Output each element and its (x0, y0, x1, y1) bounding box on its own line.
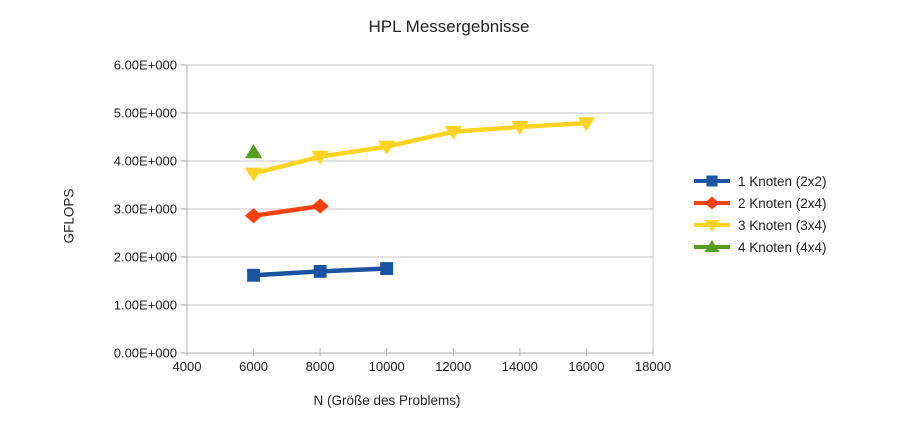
y-tick-label: 6.00E+000 (114, 58, 177, 73)
legend-marker (704, 240, 720, 253)
y-axis-title: GFLOPS (61, 188, 77, 244)
data-point (313, 264, 327, 278)
y-tick-label: 0.00E+000 (114, 346, 177, 361)
legend: 1 Knoten (2x2) 2 Knoten (2x4) 3 Knoten (3x… (693, 172, 827, 256)
legend-marker (704, 219, 720, 232)
x-tick-label: 18000 (635, 359, 671, 374)
data-point (577, 117, 596, 132)
data-point (244, 208, 263, 224)
chart-title: HPL Messergebnisse (368, 17, 530, 36)
legend-item-4: 4 Knoten (4x4) (693, 238, 827, 256)
legend-marker (704, 196, 720, 210)
series-line-2 (253, 203, 321, 218)
data-point (244, 144, 263, 159)
square-marker-icon (694, 175, 730, 187)
x-tick-label: 12000 (435, 359, 471, 374)
x-tick-label: 10000 (369, 359, 405, 374)
y-tick-label: 1.00E+000 (114, 298, 177, 313)
triangle-down-marker-icon (694, 219, 730, 232)
x-tick-label: 8000 (306, 359, 335, 374)
x-tick-label: 14000 (502, 359, 538, 374)
data-point (244, 167, 263, 182)
x-tick-label: 16000 (568, 359, 604, 374)
data-point (380, 262, 394, 275)
data-point (311, 198, 329, 214)
legend-item-3: 3 Knoten (3x4) (693, 216, 827, 234)
series-line-3 (253, 120, 587, 176)
legend-item-2: 2 Knoten (2x4) (693, 194, 827, 212)
legend-item-1: 1 Knoten (2x2) (693, 172, 827, 190)
data-point (444, 125, 462, 140)
legend-label: 2 Knoten (2x4) (738, 195, 827, 211)
data-point (378, 140, 396, 155)
legend-marker (706, 175, 718, 187)
data-point (511, 121, 529, 136)
triangle-up-marker-icon (694, 240, 730, 253)
diamond-marker-icon (694, 196, 730, 210)
y-tick-label: 4.00E+000 (114, 154, 177, 169)
legend-label: 4 Knoten (4x4) (738, 239, 827, 255)
x-axis-title: N (Größe des Problems) (313, 393, 461, 408)
y-tick-label: 3.00E+000 (114, 202, 177, 217)
data-point (311, 150, 329, 165)
x-tick-label: 6000 (239, 359, 268, 374)
x-tick-label: 4000 (173, 359, 202, 374)
data-point (247, 268, 261, 282)
legend-label: 1 Knoten (2x2) (738, 173, 827, 189)
y-tick-label: 5.00E+000 (114, 106, 177, 121)
y-tick-label: 2.00E+000 (114, 250, 177, 265)
legend-label: 3 Knoten (3x4) (738, 217, 827, 233)
